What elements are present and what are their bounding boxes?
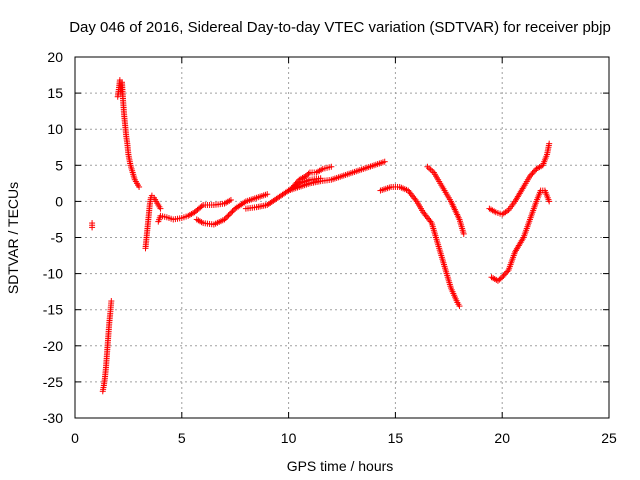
- x-tick-label: 5: [178, 430, 186, 446]
- data-point: [328, 163, 335, 170]
- data-point: [546, 198, 553, 205]
- x-tick-label: 20: [494, 430, 510, 446]
- x-tick-label: 10: [281, 430, 297, 446]
- data-point: [499, 274, 506, 281]
- data-point-interp: [228, 209, 235, 216]
- data-point: [526, 173, 533, 180]
- y-tick-label: 5: [55, 157, 63, 173]
- y-axis-label: SDTVAR / TECUs: [5, 182, 21, 294]
- data-point-interp: [229, 208, 236, 215]
- data-point-interp: [529, 170, 536, 177]
- data-point: [136, 183, 143, 190]
- y-tick-label: -5: [51, 230, 64, 246]
- axes: [74, 56, 610, 419]
- y-tick-label: 20: [47, 49, 63, 65]
- data-point: [89, 224, 96, 231]
- y-tick-label: -30: [43, 410, 63, 426]
- data-point: [108, 298, 115, 305]
- y-tick-label: 0: [55, 193, 63, 209]
- grid-lines: [75, 57, 609, 418]
- data-point-interp: [305, 170, 312, 177]
- data-point-interp: [501, 271, 508, 278]
- x-tick-label: 0: [71, 430, 79, 446]
- x-tick-label: 15: [388, 430, 404, 446]
- data-point-interp: [497, 275, 504, 282]
- x-tick-labels: 0 5 10 15 20 25: [71, 430, 617, 446]
- x-axis-label: GPS time / hours: [287, 458, 394, 474]
- data-point: [221, 216, 228, 223]
- y-tick-labels: -30 -25 -20 -15 -10 -5 0 5 10 15 20: [43, 49, 63, 426]
- data-point-interp: [504, 268, 511, 275]
- y-tick-label: 10: [47, 121, 63, 137]
- data-point: [546, 140, 553, 147]
- data-point: [381, 158, 388, 165]
- data-point-interp: [225, 212, 232, 219]
- data-point-interp: [226, 211, 233, 218]
- data-point-interp: [293, 179, 300, 186]
- y-tick-label: -25: [43, 374, 63, 390]
- data-point: [460, 230, 467, 237]
- data-points: [89, 77, 553, 395]
- data-point-interp: [222, 215, 229, 222]
- y-tick-label: 15: [47, 85, 63, 101]
- x-tick-label: 25: [601, 430, 617, 446]
- plot-border: [74, 56, 610, 419]
- data-point: [227, 196, 234, 203]
- data-point-interp: [500, 272, 507, 279]
- data-point-interp: [503, 269, 510, 276]
- data-point: [264, 191, 271, 198]
- data-point: [157, 205, 164, 212]
- y-tick-label: -20: [43, 338, 63, 354]
- y-tick-label: -10: [43, 266, 63, 282]
- data-point-interp: [528, 171, 535, 178]
- data-point: [456, 303, 463, 310]
- chart-title: Day 046 of 2016, Sidereal Day-to-day VTE…: [69, 19, 611, 36]
- data-point-interp: [224, 213, 231, 220]
- data-point-interp: [198, 203, 205, 210]
- y-tick-label: -15: [43, 302, 63, 318]
- data-point-interp: [530, 168, 537, 175]
